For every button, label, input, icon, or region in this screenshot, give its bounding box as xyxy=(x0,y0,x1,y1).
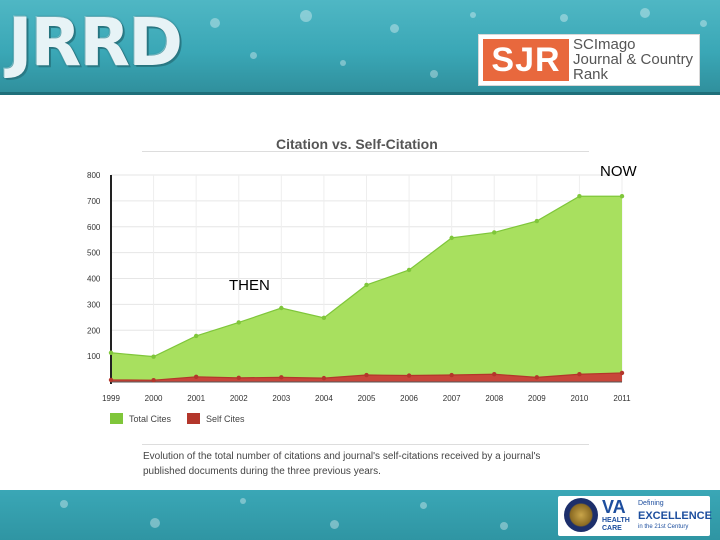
point-self-cites-2006 xyxy=(406,373,412,378)
y-tick-label-700: 700 xyxy=(87,197,101,206)
va-tagline-3: in the 21st Century xyxy=(638,524,689,530)
va-health-care: HEALTH CARE xyxy=(602,517,630,533)
area-total-cites xyxy=(111,196,622,382)
va-tagline-2: EXCELLENCE xyxy=(638,510,712,522)
banner-divider xyxy=(0,92,720,95)
va-seal-icon xyxy=(564,498,598,532)
y-tick-label-400: 400 xyxy=(87,275,101,284)
chart-tick-labels: 100 200 300 400 500 600 700 800 1999 2000 2001 2002… xyxy=(87,171,631,403)
va-mark: VA xyxy=(602,497,626,517)
point-total-cites-2001 xyxy=(193,333,199,339)
point-total-cites-2009 xyxy=(534,218,540,224)
va-health-line-2: CARE xyxy=(602,525,622,532)
x-tick-label-2007: 2007 xyxy=(443,394,461,403)
x-tick-label-2003: 2003 xyxy=(272,394,290,403)
x-tick-label-2005: 2005 xyxy=(358,394,376,403)
point-self-cites-2001 xyxy=(193,374,199,380)
legend-swatch-total-cites xyxy=(110,413,123,424)
x-tick-label-2004: 2004 xyxy=(315,394,333,403)
sjr-line-2: Journal & Country xyxy=(573,51,694,68)
va-logo: VA HEALTH CARE Defining EXCELLENCE in th… xyxy=(558,496,712,536)
y-tick-label-800: 800 xyxy=(87,171,101,180)
point-self-cites-2007 xyxy=(449,372,454,378)
point-self-cites-2010 xyxy=(577,372,582,377)
x-tick-label-2011: 2011 xyxy=(613,394,631,403)
point-self-cites-2009 xyxy=(534,375,540,380)
sjr-logo: SJR SCImago Journal & Country Rank xyxy=(478,34,700,86)
chart-caption: Evolution of the total number of citatio… xyxy=(143,451,541,477)
legend-swatch-self-cites xyxy=(187,413,200,424)
now-annotation: NOW xyxy=(600,163,637,180)
point-self-cites-1999 xyxy=(108,377,114,383)
y-tick-label-300: 300 xyxy=(87,300,101,309)
point-total-cites-2007 xyxy=(449,235,454,241)
point-self-cites-2008 xyxy=(492,372,497,377)
point-self-cites-2004 xyxy=(321,375,327,381)
chart-title: Citation vs. Self-Citation xyxy=(276,136,438,152)
point-total-cites-2010 xyxy=(577,194,582,199)
x-tick-label-1999: 1999 xyxy=(102,394,120,403)
x-tick-label-2010: 2010 xyxy=(571,394,589,403)
point-total-cites-2000 xyxy=(151,354,156,359)
sjr-line-1: SCImago xyxy=(573,36,636,53)
legend-label-total-cites: Total Cites xyxy=(129,413,172,424)
legend-label-self-cites: Self Cites xyxy=(206,413,245,424)
jrrd-logo: JRRD xyxy=(8,4,183,81)
x-tick-label-2000: 2000 xyxy=(145,394,163,403)
sjr-wordmark: SCImago Journal & Country Rank xyxy=(573,37,693,82)
point-self-cites-2003 xyxy=(279,375,284,380)
caption-divider xyxy=(142,444,589,445)
then-annotation: THEN xyxy=(229,277,270,294)
point-total-cites-1999 xyxy=(108,350,114,355)
point-self-cites-2002 xyxy=(236,375,241,381)
point-self-cites-2011 xyxy=(619,370,625,376)
sjr-mark: SJR xyxy=(483,39,569,81)
point-total-cites-2003 xyxy=(279,305,284,311)
point-total-cites-2008 xyxy=(492,230,497,235)
chart-axes xyxy=(110,175,622,384)
y-tick-label-100: 100 xyxy=(87,352,101,361)
title-divider xyxy=(142,151,589,152)
sjr-line-3: Rank xyxy=(573,66,609,83)
x-tick-label-2008: 2008 xyxy=(485,394,503,403)
va-health-line-1: HEALTH xyxy=(602,517,630,524)
va-tagline-1: Defining xyxy=(638,500,664,507)
point-total-cites-2002 xyxy=(236,320,241,325)
chart-points xyxy=(108,194,625,383)
point-total-cites-2004 xyxy=(321,315,327,321)
x-tick-label-2006: 2006 xyxy=(400,394,418,403)
point-total-cites-2005 xyxy=(364,282,369,288)
y-tick-label-600: 600 xyxy=(87,223,101,232)
y-tick-label-500: 500 xyxy=(87,249,101,258)
legend-item-total-cites: Total Cites xyxy=(110,413,171,424)
x-tick-label-2001: 2001 xyxy=(187,394,205,403)
point-total-cites-2006 xyxy=(406,267,412,273)
y-tick-label-200: 200 xyxy=(87,326,101,335)
x-tick-label-2002: 2002 xyxy=(230,394,248,403)
x-tick-label-2009: 2009 xyxy=(528,394,546,403)
legend-item-self-cites: Self Cites xyxy=(187,413,245,424)
point-self-cites-2005 xyxy=(364,372,369,378)
point-self-cites-2000 xyxy=(151,377,156,383)
point-total-cites-2011 xyxy=(619,194,625,199)
